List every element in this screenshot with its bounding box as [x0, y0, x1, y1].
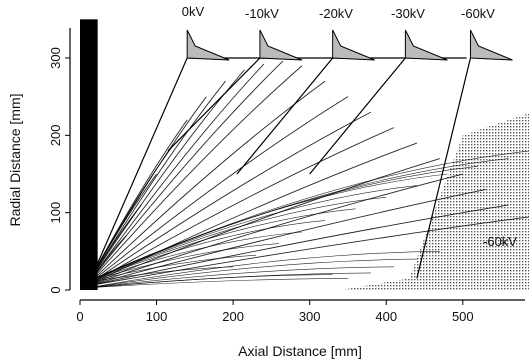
trajectory-line [86, 220, 326, 283]
trajectory-line [85, 60, 284, 287]
electrode-edge [236, 57, 334, 175]
trajectory-line [86, 266, 234, 283]
trajectory-line [86, 204, 509, 287]
x-tick-label: 100 [146, 309, 168, 324]
voltage-label-minus20kv: -20kV [319, 6, 353, 21]
voltage-label-0kv: 0kV [182, 4, 205, 19]
trajectory-line [86, 243, 280, 283]
region-label: -60kV [483, 234, 517, 249]
x-tick-label: 200 [222, 309, 244, 324]
trajectory-line [89, 278, 348, 288]
electrode-edge [167, 57, 261, 152]
electrode-edge [309, 57, 406, 175]
trajectory-line [86, 231, 303, 283]
trajectory-line [85, 80, 226, 287]
y-tick-label: 0 [48, 286, 63, 293]
axis-layer: 0 100 200 300 400 500 0 100 200 300 [48, 28, 525, 324]
x-tick-label: 500 [452, 309, 474, 324]
cathode-bar [80, 19, 98, 290]
y-tick-label: 100 [48, 202, 63, 224]
y-axis-title: Radial Distance [mm] [7, 93, 23, 226]
trajectory-line [85, 119, 188, 287]
trajectory-line [85, 142, 418, 287]
trajectory-line [85, 111, 372, 287]
voltage-label-minus30kv: -30kV [391, 6, 425, 21]
electrode-top [469, 29, 513, 61]
electrode-top [332, 29, 375, 61]
y-tick-label: 200 [48, 124, 63, 146]
x-tick-label: 300 [299, 309, 321, 324]
trajectory-line [89, 272, 371, 288]
trajectory-line [86, 208, 356, 283]
electrode-edge [87, 57, 188, 287]
trajectory-line [85, 96, 349, 287]
trajectory-line [85, 158, 440, 287]
trajectory-layer [85, 60, 529, 290]
trajectory-line [89, 266, 394, 288]
trajectory-line [85, 127, 395, 287]
trajectory-line [86, 196, 387, 283]
x-tick-label: 400 [375, 309, 397, 324]
trajectory-line [86, 254, 257, 283]
trajectory-line [89, 251, 440, 288]
voltage-label-minus60kv: -60kV [461, 6, 495, 21]
x-tick-label: 0 [76, 309, 83, 324]
trajectory-line [85, 96, 207, 287]
trajectory-line [86, 150, 529, 283]
electrode-top [186, 29, 230, 61]
electrode-top [404, 29, 448, 61]
trajectory-line [85, 80, 326, 287]
electrode-edge [416, 57, 472, 279]
x-axis-title: Axial Distance [mm] [238, 343, 362, 359]
voltage-label-minus10kv: -10kV [245, 6, 279, 21]
trajectory-line [85, 63, 265, 287]
electrode-top [259, 29, 303, 61]
electrode-layer [80, 19, 513, 290]
y-tick-label: 300 [48, 47, 63, 69]
trajectory-line [86, 173, 448, 283]
trajectory-line [89, 258, 417, 288]
trajectory-line [85, 173, 463, 287]
trajectory-line [85, 65, 303, 287]
trajectory-line [86, 216, 529, 287]
